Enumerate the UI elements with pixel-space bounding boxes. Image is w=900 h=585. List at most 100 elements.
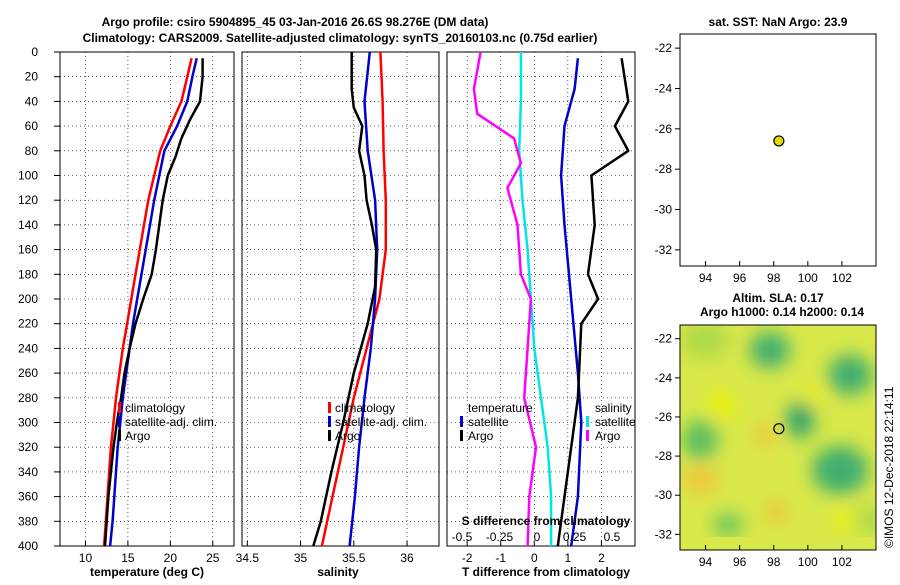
legend-swatch-climatology: [118, 402, 121, 413]
imos-watermark: ©IMOS 12-Dec-2018 22:14:11: [882, 386, 896, 548]
map-y-tick-label: -24: [655, 81, 673, 95]
x-tick-label: 15: [121, 551, 135, 565]
sla-map-chart: 94 96 98 100 102 -22 -24 -26 -28 -30 -32: [655, 332, 853, 569]
series-line-climatology: [320, 51, 388, 547]
difference-xlabel: T difference from climatology: [462, 565, 630, 579]
map-y-tick-label: -24: [655, 371, 673, 385]
salinity-chart: 34.5 35 35.5 36: [236, 51, 414, 565]
legend-label-satellite: satellite-adj. clim.: [335, 415, 427, 429]
title-line-2: Climatology: CARS2009. Satellite-adjuste…: [83, 31, 598, 45]
x-tick-label: 2: [598, 551, 605, 565]
map-y-tick-label: -28: [655, 449, 673, 463]
sla-map-title-2: Argo h1000: 0.14 h2000: 0.14: [700, 305, 864, 319]
x-tick-label: 20: [164, 551, 178, 565]
depth-tick-label: 380: [18, 514, 38, 528]
salinity-xlabel: salinity: [317, 565, 359, 579]
map-y-tick-label: -32: [655, 243, 673, 257]
legend-label-s-argo: Argo: [595, 429, 621, 443]
depth-axis: 0 20 40 60 80 100 120 140 160 180 200 220 240 260 280 3…: [18, 45, 60, 553]
depth-tick-label: 240: [18, 341, 38, 355]
x-tick-label: -2: [462, 551, 473, 565]
grid-lines: [60, 52, 635, 546]
series-line-argo: [312, 52, 378, 547]
depth-tick-label: 80: [25, 144, 39, 158]
map-x-tick-label: 94: [699, 271, 713, 285]
depth-tick-label: 0: [31, 45, 38, 59]
depth-tick-label: 300: [18, 416, 38, 430]
sla-map-frame: [679, 324, 877, 551]
map-y-tick-label: -26: [655, 410, 673, 424]
map-y-tick-label: -30: [655, 203, 673, 217]
legend-label-climatology: climatology: [125, 401, 185, 415]
map-x-tick-label: 94: [699, 555, 713, 569]
sla-heatmap: [680, 325, 876, 550]
x-tick-label: 35.5: [342, 551, 366, 565]
depth-tick-label: 200: [18, 292, 38, 306]
map-y-tick-label: -32: [655, 527, 673, 541]
legend-title-temperature: temperature: [468, 401, 533, 415]
legend-swatch-argo: [328, 430, 331, 441]
x-tick-label: 0: [531, 551, 538, 565]
depth-tick-label: 60: [25, 119, 39, 133]
x-tick-label: 10: [79, 551, 93, 565]
series-line-satellite-adj-clim-: [108, 57, 198, 547]
x-tick-label: 34.5: [236, 551, 260, 565]
legend-swatch-climatology: [328, 402, 331, 413]
legend-swatch-satellite: [328, 416, 331, 427]
top-tick-label: 0.5: [604, 530, 621, 544]
legend-label-satellite: satellite-adj. clim.: [125, 415, 217, 429]
depth-tick-label: 280: [18, 391, 38, 405]
legend-label-argo: Argo: [125, 429, 151, 443]
depth-tick-label: 40: [25, 94, 39, 108]
map-x-tick-label: 102: [832, 555, 852, 569]
map-x-tick-label: 98: [767, 271, 781, 285]
top-tick-label: 0.25: [563, 530, 587, 544]
depth-tick-label: 260: [18, 366, 38, 380]
depth-tick-label: 320: [18, 440, 38, 454]
difference-chart: -2 -1 0 1 2 -0.5 -0.25 0 0.25 0.5: [452, 51, 630, 565]
top-tick-label: 0: [534, 530, 541, 544]
series-line-t-argo: [556, 58, 630, 547]
legend-label-t-argo: Argo: [468, 429, 494, 443]
sst-map-frame: [679, 33, 877, 267]
series-line-s-argo: [472, 51, 538, 547]
legend-swatch-s-satellite: [586, 416, 589, 427]
depth-tick-label: 160: [18, 243, 38, 257]
legend-swatch-argo: [118, 430, 121, 441]
difference-top-xlabel: S difference from climatology: [462, 514, 631, 528]
map-x-tick-label: 98: [767, 555, 781, 569]
x-tick-label: 35: [294, 551, 308, 565]
map-y-tick-label: -28: [655, 162, 673, 176]
argo-position-marker: [773, 423, 785, 435]
depth-tick-label: 400: [18, 539, 38, 553]
temperature-panel-frame: [59, 51, 235, 547]
series-line-t-satellite: [559, 58, 583, 547]
x-tick-label: 1: [565, 551, 572, 565]
legend-swatch-t-satellite: [460, 416, 463, 427]
map-x-tick-label: 102: [832, 271, 852, 285]
series-line-climatology: [102, 57, 193, 547]
depth-tick-label: 340: [18, 465, 38, 479]
legend-swatch-t-argo: [460, 430, 463, 441]
temperature-chart: 10 15 20 25: [79, 57, 220, 565]
depth-tick-label: 360: [18, 490, 38, 504]
difference-legend-salinity: salinity satellite Argo: [586, 401, 636, 443]
map-y-tick-label: -22: [655, 41, 673, 55]
title-line-1: Argo profile: csiro 5904895_45 03-Jan-20…: [102, 15, 489, 29]
difference-legend-temperature: temperature satellite Argo: [460, 401, 533, 443]
temperature-legend: climatology satellite-adj. clim. Argo: [118, 401, 217, 443]
sst-map-chart: 94 96 98 100 102 -22 -24 -26 -28 -30 -32: [655, 41, 853, 285]
argo-position-marker: [773, 135, 785, 147]
sla-map-title-1: Altim. SLA: 0.17: [732, 291, 824, 305]
x-tick-label: -1: [495, 551, 506, 565]
legend-swatch-satellite: [118, 416, 121, 427]
salinity-legend: climatology satellite-adj. clim. Argo: [328, 401, 427, 443]
map-y-tick-label: -22: [655, 332, 673, 346]
legend-label-argo: Argo: [335, 429, 361, 443]
top-tick-label: -0.25: [486, 530, 514, 544]
legend-swatch-s-argo: [586, 430, 589, 441]
x-tick-label: 36: [400, 551, 414, 565]
map-x-tick-label: 100: [798, 271, 818, 285]
depth-tick-label: 120: [18, 193, 38, 207]
